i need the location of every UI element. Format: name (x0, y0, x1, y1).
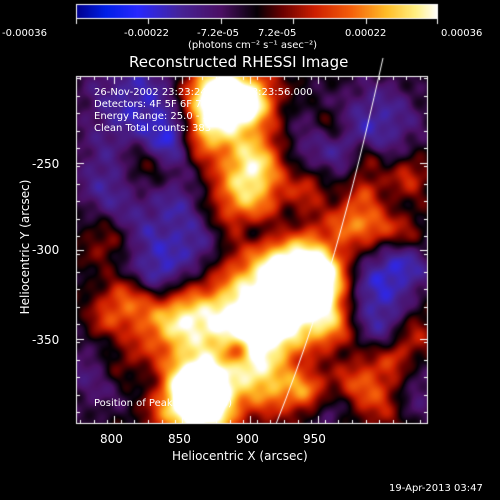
colorbar-tick-label: -0.00036 (2, 28, 47, 39)
x-tick-label: 800 (100, 432, 123, 446)
colorbar-units: (photons cm⁻² s⁻¹ asec⁻²) (188, 40, 318, 51)
info-detectors: Detectors: 4F 5F 6F 7F 8F, Att 0 (94, 99, 254, 110)
info-clean-counts: Clean Total counts: 383 (94, 123, 212, 134)
x-tick-label: 850 (168, 432, 191, 446)
colorbar-tick-label: 0.00036 (441, 28, 483, 39)
colorbar-tick-label: 0.00022 (345, 28, 387, 39)
x-axis-title: Heliocentric X (arcsec) (172, 449, 308, 463)
y-tick-label: -300 (32, 243, 60, 257)
y-axis-title: Heliocentric Y (arcsec) (18, 179, 32, 315)
info-time-range: 26-Nov-2002 23:23:24.000 to 23:23:56.000 (94, 87, 313, 98)
info-peak-position: Position of Peak: (845,-383) (94, 398, 232, 409)
chart-title: Reconstructed RHESSI Image (129, 53, 349, 71)
info-energy-range: Energy Range: 25.0 - 50.0 keV (94, 111, 247, 122)
y-tick-label: -250 (32, 157, 60, 171)
colorbar-tick-label: -0.00022 (124, 28, 169, 39)
colorbar-tick-label: -7.2e-05 (197, 28, 239, 39)
x-tick-label: 950 (303, 432, 326, 446)
y-tick-label: -350 (32, 333, 60, 347)
x-tick-label: 900 (236, 432, 259, 446)
footer-date: 19-Apr-2013 03:47 (389, 483, 483, 494)
colorbar-tick-label: 7.2e-05 (258, 28, 297, 39)
